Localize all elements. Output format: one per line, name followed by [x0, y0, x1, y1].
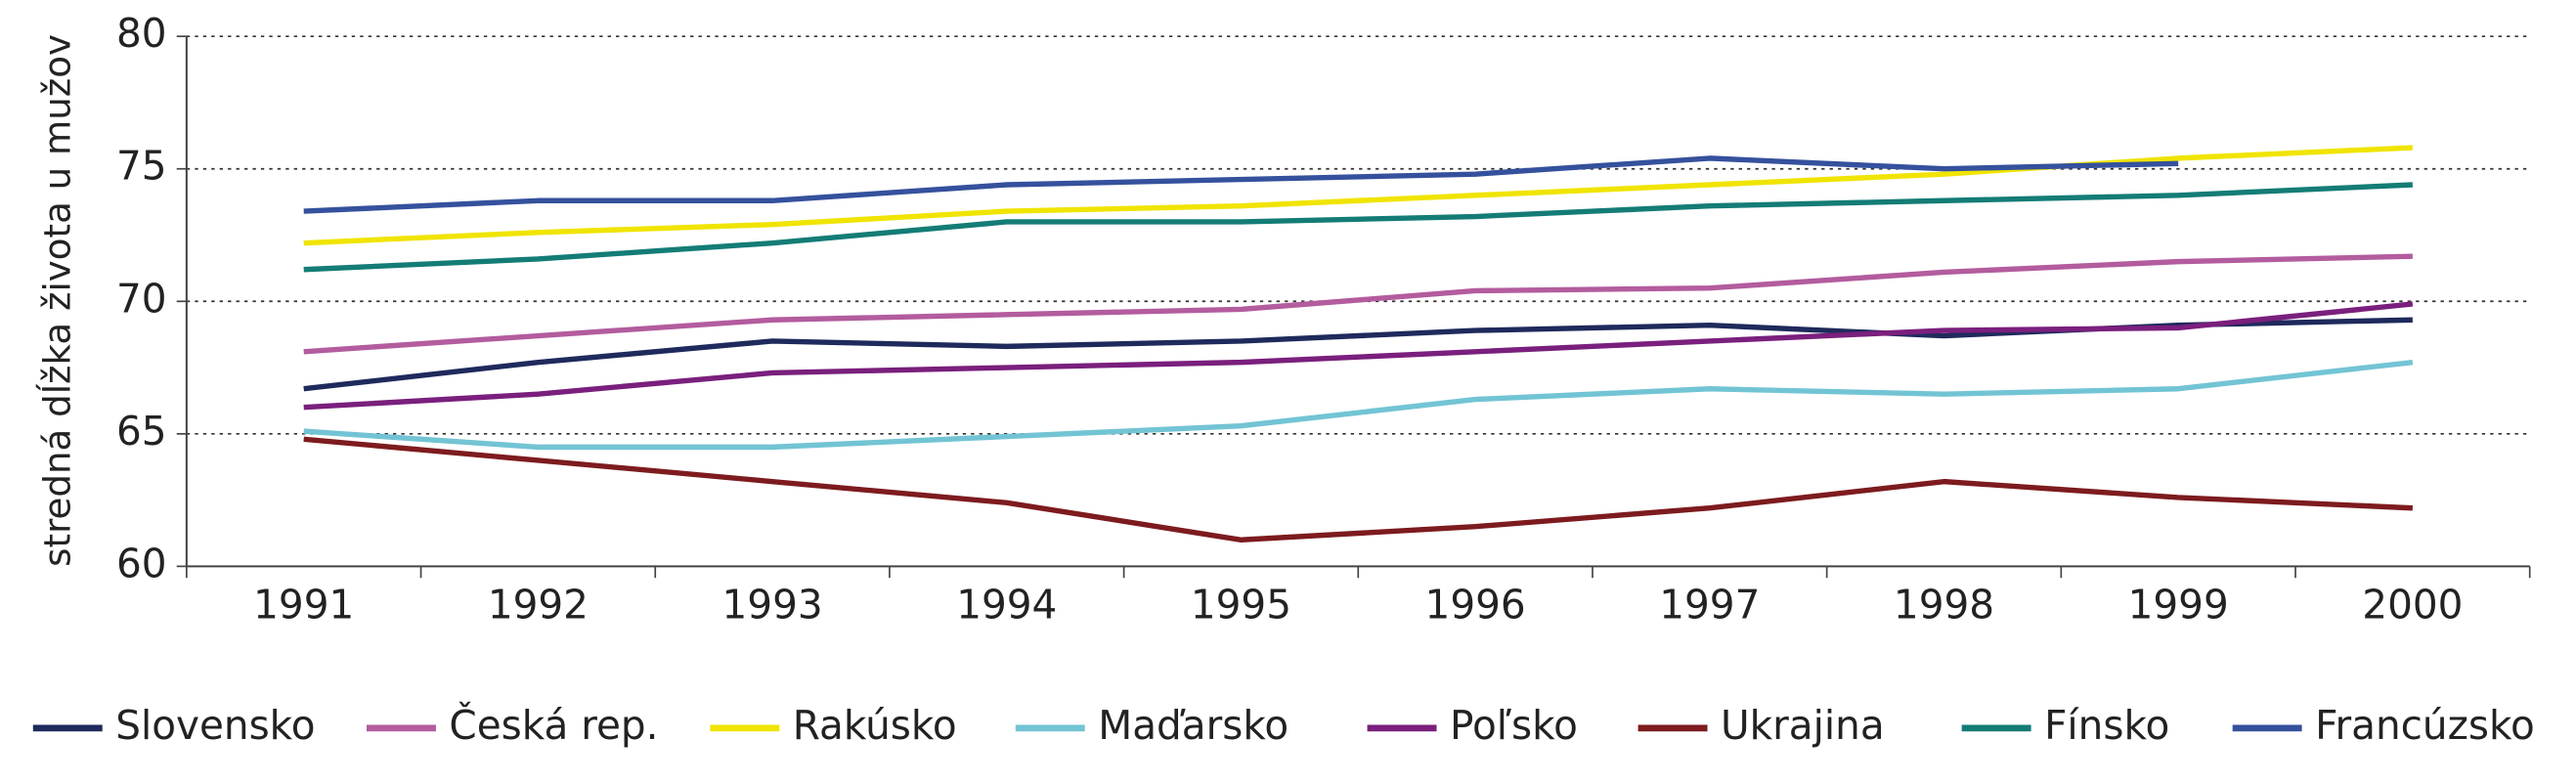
y-tick-label: 75	[116, 143, 167, 190]
series-line	[303, 359, 2414, 451]
x-tick-label: 1992	[488, 582, 589, 629]
x-tick-label: 1995	[1191, 582, 1291, 629]
series-line	[303, 182, 2413, 273]
series-line	[303, 155, 2179, 214]
y-tick-label: 65	[116, 408, 167, 455]
x-tick-label: 1993	[722, 582, 823, 629]
y-tick-label: 60	[116, 540, 167, 586]
series-line	[303, 436, 2413, 543]
x-tick-label: 2000	[2362, 582, 2463, 629]
x-tick-label: 1994	[956, 582, 1057, 629]
y-tick-label: 70	[116, 275, 167, 322]
x-tick-label: 1998	[1894, 582, 1994, 629]
legend-label: Slovensko	[115, 702, 315, 749]
legend-label: Francúzsko	[2315, 702, 2535, 749]
legend-label: Poľsko	[1450, 702, 1578, 749]
series-line	[303, 253, 2413, 355]
x-tick-label: 1996	[1425, 582, 1526, 629]
x-tick-label: 1999	[2128, 582, 2229, 629]
legend-label: Maďarsko	[1098, 702, 1288, 749]
legend-label: Ukrajina	[1721, 702, 1885, 749]
x-tick-label: 1997	[1659, 582, 1760, 629]
x-tick-label: 1991	[253, 582, 354, 629]
series-line	[303, 301, 2414, 411]
legend-label: Česká rep.	[449, 702, 658, 749]
legend-label: Rakúsko	[793, 702, 957, 749]
legend-label: Fínsko	[2044, 702, 2169, 749]
y-axis-label: stredná dĺžka života u mužov	[35, 34, 78, 567]
y-tick-label: 80	[116, 10, 167, 57]
